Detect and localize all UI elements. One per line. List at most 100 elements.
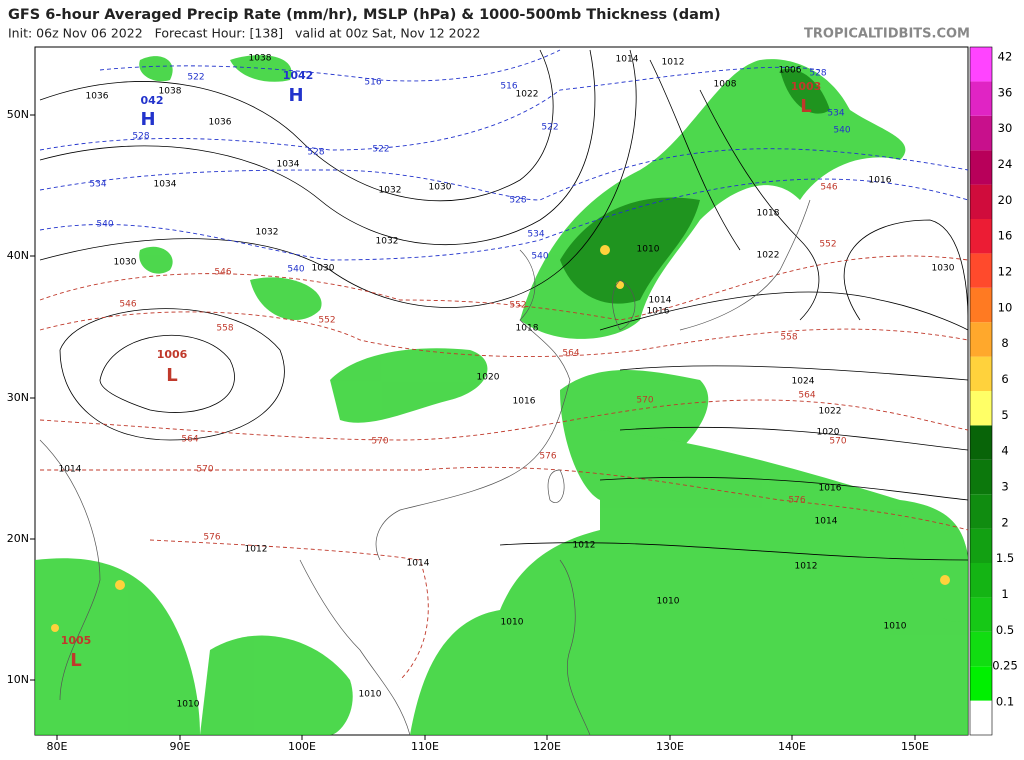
coastlines	[39, 199, 811, 736]
isobar-label: 1034	[154, 180, 177, 190]
thickness-label: 552	[819, 240, 836, 250]
isobar-label: 1032	[256, 228, 279, 238]
colorbar-label: 0.5	[996, 623, 1014, 637]
lon-label: 110E	[411, 740, 439, 753]
isobar-label: 1034	[277, 160, 300, 170]
isobar-label: 1022	[819, 407, 842, 417]
isobar-label: 1014	[407, 559, 430, 569]
isobar-label: 1016	[513, 397, 536, 407]
isobar-label: 1016	[819, 484, 842, 494]
thickness-label: 570	[636, 396, 653, 406]
thickness-label: 534	[827, 109, 844, 119]
thickness-label: 576	[203, 533, 220, 543]
colorbar-label: 20	[998, 193, 1013, 207]
thickness-label: 564	[798, 391, 815, 401]
isobar-label: 1012	[795, 562, 818, 572]
colorbar-segment	[970, 287, 992, 323]
colorbar-label: 8	[1001, 336, 1008, 350]
thickness-label: 522	[187, 73, 204, 83]
center-pressure: 1005	[61, 634, 92, 647]
colorbar-label: 4	[1001, 444, 1008, 458]
colorbar-label: 3	[1001, 480, 1008, 494]
isobar-label: 1014	[815, 517, 838, 527]
center-letter: H	[288, 85, 303, 106]
thickness-label: 558	[780, 333, 797, 343]
thickness-label: 522	[372, 145, 389, 155]
isobar-label: 1010	[501, 618, 524, 628]
thickness-label: 564	[181, 435, 198, 445]
colorbar-label: 12	[998, 265, 1013, 279]
isobar-label: 1010	[657, 597, 680, 607]
lon-label: 100E	[288, 740, 316, 753]
isobar-label: 1014	[616, 55, 639, 65]
isobar-label: 1012	[573, 541, 596, 551]
isobar-label: 1038	[159, 87, 182, 97]
colorbar-label: 1.5	[996, 551, 1014, 565]
thickness-warm	[39, 255, 969, 681]
thickness-label: 546	[214, 268, 231, 278]
colorbar-label: 5	[1001, 408, 1008, 422]
colorbar-segment	[970, 150, 992, 185]
isobar-label: 1032	[379, 186, 402, 196]
isobar-label: 1008	[714, 80, 737, 90]
thickness-label: 522	[541, 123, 558, 133]
center-letter: L	[166, 365, 177, 386]
colorbar-segment	[970, 459, 992, 495]
lat-label: 10N	[7, 673, 29, 686]
isobar-label: 1036	[209, 118, 232, 128]
colorbar-label: 36	[998, 85, 1013, 99]
heavy-precip	[560, 69, 830, 304]
thickness-label: 534	[89, 180, 106, 190]
lon-label: 130E	[656, 740, 684, 753]
isobar-label: 1018	[757, 209, 780, 219]
thickness-label: 534	[527, 230, 544, 240]
thickness-label: 516	[364, 78, 381, 88]
precip-areas	[35, 55, 968, 735]
colorbar-segment	[970, 666, 992, 701]
isobar-label: 1012	[245, 545, 268, 555]
thickness-label: 570	[196, 465, 213, 475]
isobar-label: 1030	[312, 264, 335, 274]
thickness-cold	[39, 49, 969, 261]
colorbar-segment	[970, 115, 992, 151]
lat-label: 20N	[7, 532, 29, 545]
colorbar-label: 0.1	[996, 695, 1014, 709]
colorbar-segment	[970, 81, 992, 116]
thickness-label: 540	[96, 220, 113, 230]
isobar-label: 1010	[359, 690, 382, 700]
isobar-label: 1038	[249, 54, 272, 64]
site-name: TROPICALTIDBITS.COM	[804, 27, 970, 42]
thickness-label: 528	[307, 148, 324, 158]
colorbar-label: 16	[998, 229, 1013, 243]
isobar-label: 1030	[429, 183, 452, 193]
thickness-label: 546	[119, 300, 136, 310]
isobar-label: 1016	[869, 176, 892, 186]
isobar-label: 1030	[114, 258, 137, 268]
colorbar-segment	[970, 253, 992, 288]
isobar-label: 1020	[817, 428, 840, 438]
thickness-label: 576	[788, 496, 805, 506]
thickness-label: 564	[562, 349, 579, 359]
center-letter: L	[70, 650, 81, 671]
colorbar-segment	[970, 528, 992, 563]
isobar-label: 1014	[649, 296, 672, 306]
center-pressure: 1003	[791, 80, 822, 93]
isobar-label: 1012	[662, 58, 685, 68]
colorbar-segment	[970, 219, 992, 254]
title: GFS 6-hour Averaged Precip Rate (mm/hr),…	[8, 7, 721, 23]
thickness-label: 516	[500, 82, 517, 92]
colorbar-label: 10	[998, 300, 1013, 314]
colorbar-segment	[970, 47, 992, 82]
colorbar-segment	[970, 391, 992, 426]
colorbar-label: 42	[998, 50, 1013, 64]
colorbar-frame	[969, 46, 993, 736]
center-letter: H	[140, 109, 155, 130]
map-area	[34, 46, 969, 736]
colorbar-segment	[970, 356, 992, 391]
thickness-label: 570	[829, 437, 846, 447]
lat-label: 30N	[7, 391, 29, 404]
colorbar-label: 30	[998, 121, 1013, 135]
colorbar-segment	[970, 631, 992, 667]
isobar-label: 1010	[177, 700, 200, 710]
